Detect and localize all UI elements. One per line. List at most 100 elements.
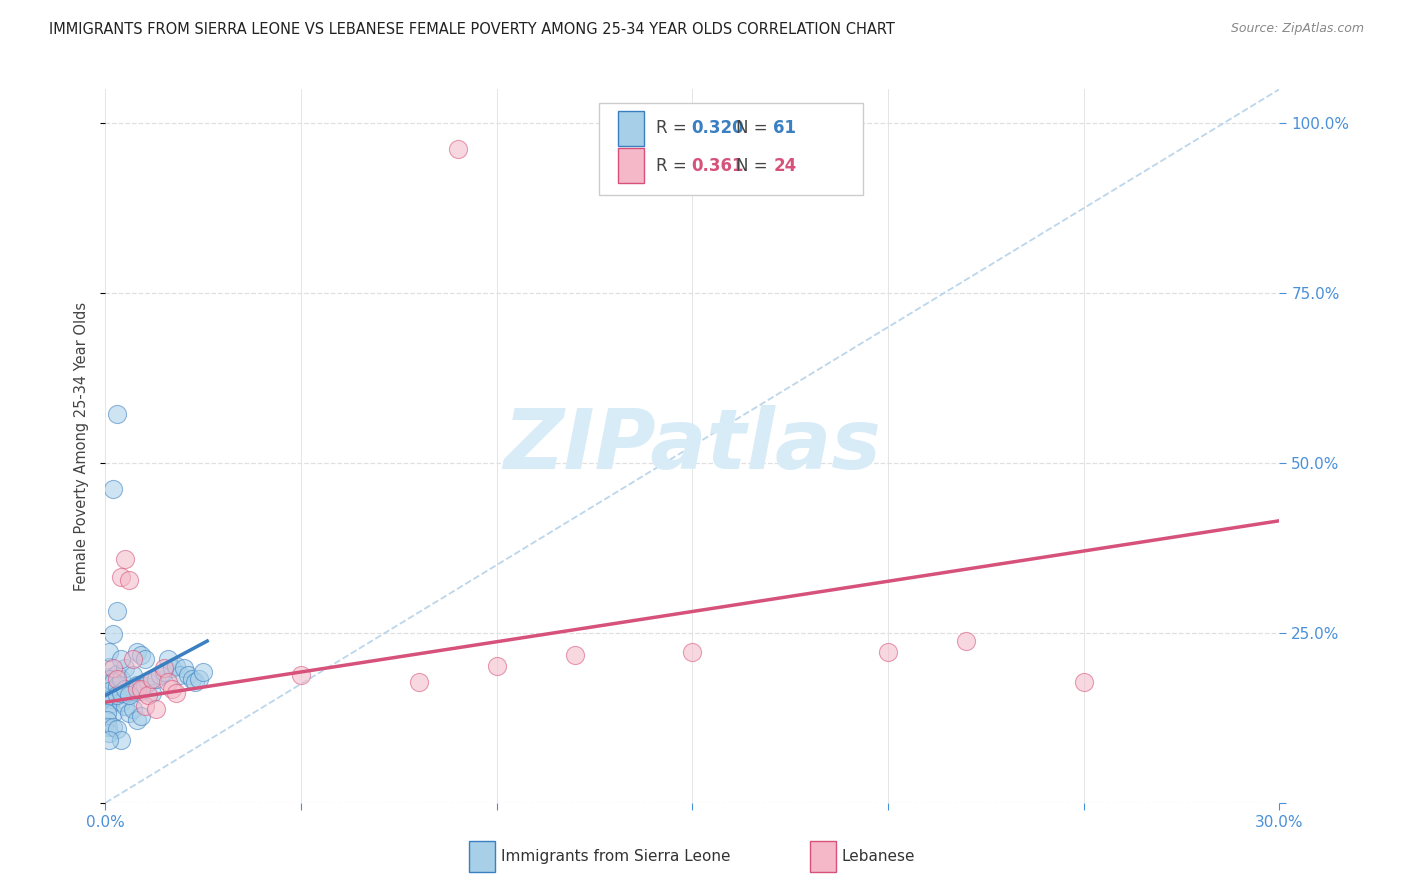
Text: 0.361: 0.361 bbox=[692, 157, 744, 175]
Point bbox=[485, 658, 508, 673]
Point bbox=[98, 672, 121, 686]
Point bbox=[98, 698, 121, 712]
Text: ZIPatlas: ZIPatlas bbox=[503, 406, 882, 486]
Y-axis label: Female Poverty Among 25-34 Year Olds: Female Poverty Among 25-34 Year Olds bbox=[75, 301, 90, 591]
Point bbox=[145, 702, 167, 716]
Point bbox=[125, 713, 148, 727]
Text: Immigrants from Sierra Leone: Immigrants from Sierra Leone bbox=[501, 849, 731, 863]
Point bbox=[184, 674, 207, 689]
Point bbox=[103, 674, 125, 689]
Point bbox=[157, 651, 180, 665]
Text: IMMIGRANTS FROM SIERRA LEONE VS LEBANESE FEMALE POVERTY AMONG 25-34 YEAR OLDS CO: IMMIGRANTS FROM SIERRA LEONE VS LEBANESE… bbox=[49, 22, 896, 37]
Point bbox=[125, 677, 148, 691]
Text: R =: R = bbox=[657, 120, 692, 137]
FancyBboxPatch shape bbox=[470, 840, 495, 872]
Point bbox=[141, 686, 163, 700]
Point bbox=[118, 573, 141, 587]
Point bbox=[110, 686, 132, 700]
Text: 0.320: 0.320 bbox=[692, 120, 744, 137]
Point bbox=[153, 665, 176, 680]
Point bbox=[98, 733, 121, 747]
Point bbox=[105, 666, 128, 681]
Point bbox=[110, 672, 132, 686]
Point bbox=[110, 570, 132, 584]
Point bbox=[100, 692, 122, 706]
Point bbox=[110, 733, 132, 747]
Point bbox=[114, 661, 136, 675]
Text: N =: N = bbox=[735, 157, 773, 175]
Point bbox=[1073, 674, 1095, 689]
Point bbox=[149, 668, 172, 682]
Point bbox=[97, 670, 120, 684]
FancyBboxPatch shape bbox=[599, 103, 863, 194]
Point bbox=[129, 648, 152, 662]
Point bbox=[125, 681, 148, 696]
Point bbox=[96, 713, 118, 727]
Point bbox=[134, 651, 156, 665]
Text: Lebanese: Lebanese bbox=[842, 849, 915, 863]
Point bbox=[447, 142, 470, 156]
Text: 24: 24 bbox=[773, 157, 797, 175]
Text: 61: 61 bbox=[773, 120, 796, 137]
Point bbox=[955, 634, 977, 648]
Point bbox=[114, 681, 136, 696]
Point bbox=[105, 679, 128, 693]
Point bbox=[96, 677, 118, 691]
Point bbox=[134, 679, 156, 693]
Point bbox=[98, 660, 121, 674]
Point bbox=[121, 702, 143, 716]
Point bbox=[121, 651, 143, 665]
Text: N =: N = bbox=[735, 120, 773, 137]
Point bbox=[105, 604, 128, 618]
Point bbox=[129, 681, 152, 696]
Point bbox=[138, 689, 160, 703]
Point bbox=[103, 627, 125, 641]
Point bbox=[103, 661, 125, 675]
Point bbox=[877, 645, 900, 659]
Point bbox=[100, 690, 122, 705]
FancyBboxPatch shape bbox=[619, 148, 644, 183]
Point bbox=[173, 661, 195, 675]
Point bbox=[165, 658, 187, 673]
Point bbox=[103, 706, 125, 720]
Point bbox=[97, 720, 120, 734]
Point bbox=[105, 407, 128, 421]
Point bbox=[160, 681, 183, 696]
Point bbox=[103, 720, 125, 734]
Point bbox=[169, 668, 191, 682]
Point bbox=[103, 482, 125, 496]
Point bbox=[165, 686, 187, 700]
Point bbox=[129, 708, 152, 723]
Point bbox=[118, 686, 141, 700]
Point bbox=[105, 689, 128, 703]
Point bbox=[193, 665, 215, 680]
Point bbox=[188, 672, 211, 686]
Point bbox=[118, 706, 141, 720]
Point bbox=[114, 699, 136, 714]
Point bbox=[153, 661, 176, 675]
Point bbox=[97, 683, 120, 698]
Point bbox=[98, 645, 121, 659]
Point bbox=[180, 672, 202, 686]
FancyBboxPatch shape bbox=[619, 112, 644, 145]
Point bbox=[105, 723, 128, 737]
Point bbox=[138, 674, 160, 689]
Point bbox=[125, 645, 148, 659]
Point bbox=[114, 552, 136, 566]
Point bbox=[290, 668, 312, 682]
Point bbox=[157, 674, 180, 689]
Point bbox=[160, 661, 183, 675]
Point bbox=[118, 689, 141, 703]
Point bbox=[105, 672, 128, 686]
Point bbox=[682, 645, 704, 659]
Point bbox=[98, 726, 121, 740]
Point bbox=[145, 672, 167, 686]
Text: Source: ZipAtlas.com: Source: ZipAtlas.com bbox=[1230, 22, 1364, 36]
Point bbox=[129, 683, 152, 698]
Point bbox=[121, 668, 143, 682]
Point bbox=[96, 706, 118, 720]
FancyBboxPatch shape bbox=[810, 840, 835, 872]
Point bbox=[134, 699, 156, 714]
Point bbox=[110, 651, 132, 665]
Point bbox=[408, 674, 430, 689]
